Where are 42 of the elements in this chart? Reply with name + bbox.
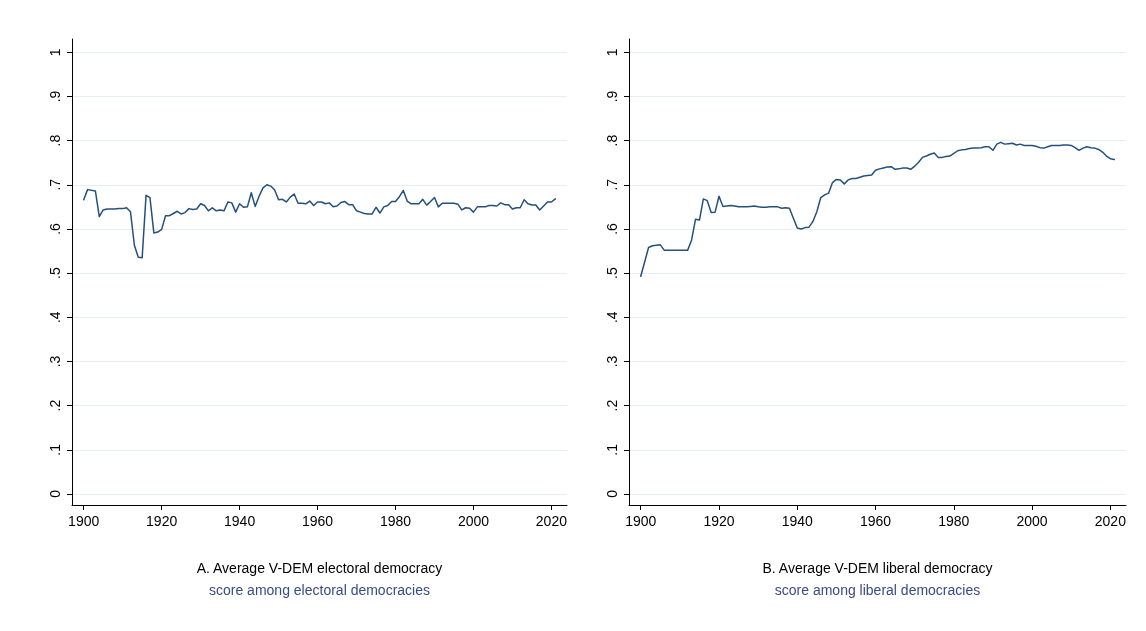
x-tick-label: 2000	[1016, 513, 1048, 529]
y-tick-label: 1	[604, 48, 620, 57]
text: score among liberal democracies	[774, 582, 981, 598]
x-tick-label: 1980	[938, 513, 970, 529]
y-tick-label: .5	[47, 267, 63, 279]
y-tick-label: .2	[47, 399, 63, 412]
y-tick-label: .9	[47, 90, 63, 103]
y-tick-label: .4	[47, 311, 63, 324]
y-tick-label: 0	[47, 489, 63, 498]
y-tick-label: .3	[47, 355, 63, 368]
y-tick-label: .7	[47, 178, 63, 191]
y-tick-label: .1	[604, 443, 620, 456]
x-tick-label: 1980	[379, 513, 412, 529]
y-tick-label: .7	[604, 178, 620, 191]
x-tick-label: 1940	[224, 513, 256, 529]
y-tick-label: .6	[47, 222, 63, 235]
y-tick-label: 1	[47, 48, 63, 57]
line-series	[82, 184, 557, 259]
line-series	[639, 141, 1116, 277]
y-tick-label: .5	[604, 267, 620, 279]
x-tick-label: 1920	[703, 513, 735, 529]
x-tick-label: 1920	[146, 513, 178, 529]
y-tick-label: 0	[604, 489, 620, 498]
x-tick-label: 1940	[781, 513, 814, 529]
text: score among electoral democracies	[209, 582, 430, 598]
x-tick-label: 2020	[535, 513, 568, 529]
x-axis-title: A. Average V-DEM electoral democracy	[196, 560, 443, 576]
y-tick-label: .8	[47, 134, 63, 147]
x-tick-label: 2000	[457, 513, 490, 529]
x-tick-label: 1960	[859, 513, 892, 529]
y-tick-label: .3	[604, 355, 620, 368]
y-tick-label: .6	[604, 222, 620, 235]
x-tick-label: 1900	[68, 513, 100, 529]
y-tick-label: .1	[47, 443, 63, 456]
y-tick-label: .8	[604, 134, 620, 147]
x-tick-label: 1900	[625, 513, 657, 529]
y-tick-label: .4	[604, 311, 620, 324]
y-tick-label: .2	[604, 399, 620, 412]
y-tick-label: .9	[604, 90, 620, 103]
x-tick-label: 2020	[1094, 513, 1127, 529]
x-tick-label: 1960	[301, 513, 334, 529]
x-axis-title: B. Average V-DEM liberal democracy	[762, 560, 993, 576]
